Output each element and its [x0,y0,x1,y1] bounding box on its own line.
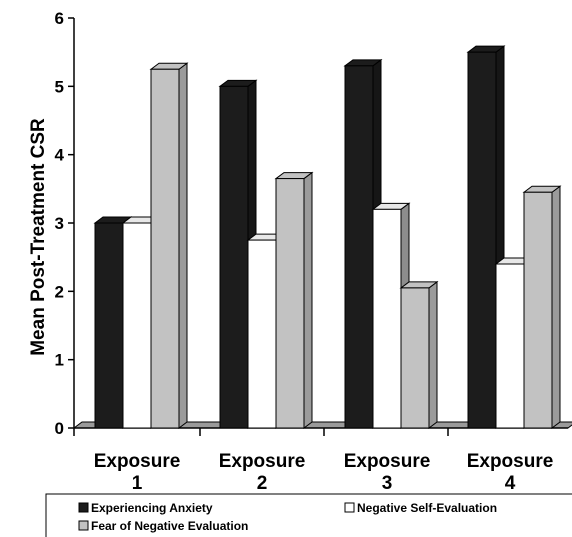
bar-front-face [372,208,402,429]
bar-front-face [467,51,497,429]
legend-swatch-fear-of-negative-evaluation [78,520,89,531]
bar-front-face [122,222,152,429]
legend-swatch-experiencing-anxiety [78,502,89,513]
legend-label-fear-of-negative-evaluation: Fear of Negative Evaluation [91,519,248,533]
x-category-label-line: Exposure [94,451,181,472]
bar-fear-of-negative-evaluation-exposure-3 [399,280,439,429]
x-category-label-exposure-3: Exposure 3 [344,451,431,494]
y-tick-label-5: 5 [55,77,64,96]
bar-side-face [303,171,313,429]
bar-front-face [275,178,305,429]
legend-label-experiencing-anxiety: Experiencing Anxiety [91,501,213,515]
bar-front-face [219,85,249,429]
x-category-label-exposure-4: Exposure 4 [467,451,554,494]
bar-fear-of-negative-evaluation-exposure-1 [149,62,189,429]
y-tick-label-0: 0 [55,419,64,438]
x-category-label-line: 4 [505,473,516,494]
x-category-label-line: 3 [382,473,393,494]
legend: Experiencing Anxiety Negative Self-Evalu… [45,493,572,537]
bar-side-face [178,62,188,429]
x-category-label-line: Exposure [344,451,431,472]
y-tick-label-3: 3 [55,214,64,233]
legend-item-negative-self-evaluation: Negative Self-Evaluation [344,501,497,515]
bar-front-face [495,263,525,429]
x-category-label-exposure-1: Exposure 1 [94,451,181,494]
y-tick-label-6: 6 [55,9,64,28]
y-tick-label-4: 4 [55,146,65,165]
bar-front-face [94,222,124,429]
bar-side-face [428,280,438,429]
x-category-label-line: 2 [257,473,268,494]
x-category-label-line: Exposure [467,451,554,472]
bar-front-face [400,287,430,429]
x-category-label-line: 1 [132,473,143,494]
bar-group [93,45,562,429]
legend-label-negative-self-evaluation: Negative Self-Evaluation [357,501,497,515]
bar-front-face [344,65,374,429]
bar-fear-of-negative-evaluation-exposure-4 [522,185,562,429]
x-category-label-exposure-2: Exposure 2 [219,451,306,494]
bar-front-face [523,191,553,429]
bar-front-face [247,239,277,429]
bar-side-face [551,185,561,429]
x-category-label-line: Exposure [219,451,306,472]
y-tick-labels: 0 1 2 3 4 5 6 [55,9,65,438]
bar-fear-of-negative-evaluation-exposure-2 [274,171,314,429]
legend-box [45,493,572,537]
legend-swatch-negative-self-evaluation [344,502,355,513]
y-tick-label-1: 1 [55,351,64,370]
y-tick-label-2: 2 [55,282,64,301]
y-axis-title: Mean Post-Treatment CSR [28,118,49,356]
legend-item-experiencing-anxiety: Experiencing Anxiety [78,501,213,515]
legend-item-fear-of-negative-evaluation: Fear of Negative Evaluation [78,519,248,533]
bar-front-face [150,68,180,429]
